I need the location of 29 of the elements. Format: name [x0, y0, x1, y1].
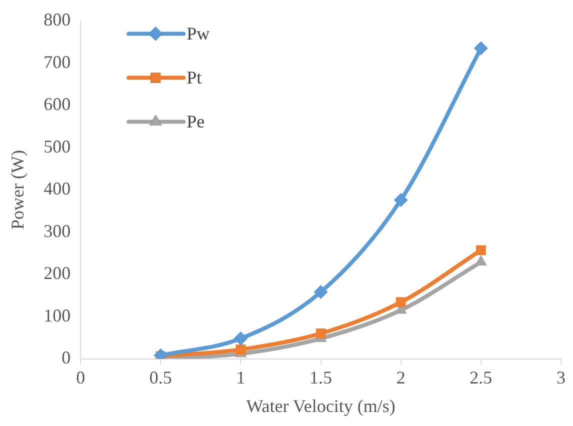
point	[316, 328, 326, 338]
y-tick-label: 700	[44, 52, 71, 72]
point	[394, 192, 408, 207]
point	[314, 285, 328, 300]
x-tick-label: 3	[556, 367, 566, 388]
y-tick-label: 300	[44, 220, 71, 241]
point	[234, 332, 248, 346]
x-tick-label: 0.5	[149, 367, 172, 388]
x-tick-label: 1	[236, 367, 246, 388]
x-tick-label: 1.5	[310, 367, 332, 388]
x-axis-title: Water Velocity (m/s)	[246, 396, 396, 416]
y-tick-label: 500	[44, 136, 71, 156]
legend-label: Pe	[186, 112, 205, 132]
y-tick-label: 200	[44, 263, 71, 284]
y-tick-label: 400	[44, 178, 71, 199]
x-tick-label: 2.5	[470, 367, 492, 388]
point	[476, 245, 486, 256]
y-tick-label: 600	[44, 94, 71, 114]
x-tick-label: 0	[76, 367, 86, 388]
point	[396, 297, 406, 308]
y-tick-label: 0	[62, 348, 71, 368]
y-tick-label: 800	[44, 10, 71, 30]
point	[236, 344, 246, 354]
legend-label: Pw	[186, 24, 210, 44]
point	[474, 41, 488, 56]
y-axis-title: Power (W)	[8, 150, 28, 230]
x-tick-label: 2	[396, 367, 406, 388]
legend-label: Pt	[186, 68, 202, 88]
y-tick-label: 100	[44, 305, 71, 326]
